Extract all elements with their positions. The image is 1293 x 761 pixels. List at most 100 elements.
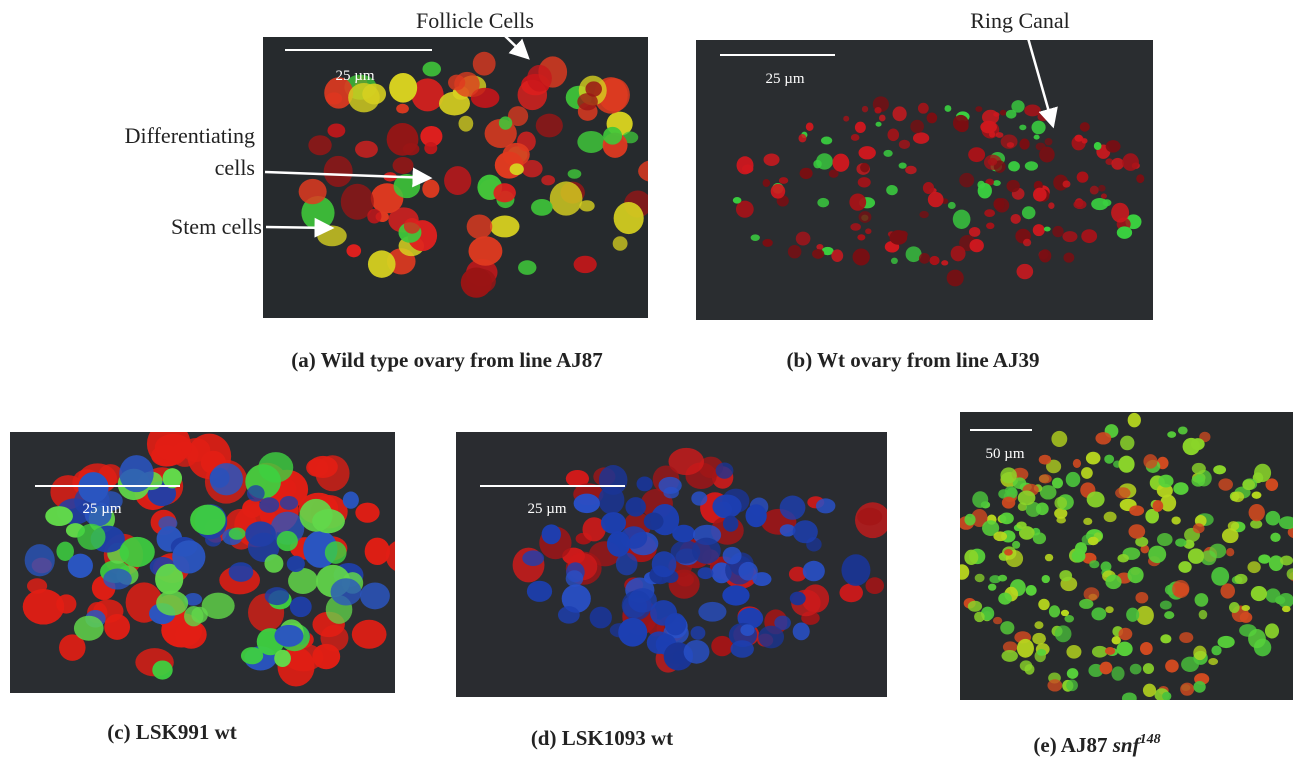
cell [1143, 454, 1157, 469]
cell [839, 583, 863, 602]
cell [1105, 647, 1115, 655]
cell [365, 538, 390, 565]
cell [103, 569, 132, 590]
cell [874, 107, 881, 114]
cell [998, 592, 1012, 604]
cell [1222, 528, 1239, 543]
cell [644, 513, 664, 531]
cell [790, 592, 806, 606]
cell [653, 163, 671, 177]
page: 25 µm 25 µm 25 µm 25 µm 50 µm Follicle C… [0, 0, 1293, 761]
cell [1037, 112, 1048, 121]
cell [1208, 658, 1218, 665]
cell [1004, 549, 1013, 556]
cell [941, 260, 948, 265]
cell [1022, 206, 1036, 219]
cell [1192, 463, 1206, 474]
cell [1111, 158, 1124, 170]
cell [1129, 505, 1144, 516]
cell [1115, 487, 1130, 498]
cell [988, 584, 996, 591]
cell [1059, 570, 1072, 581]
cell [1112, 636, 1121, 644]
cell [859, 211, 872, 223]
cell [968, 147, 985, 162]
cell [74, 616, 104, 641]
cell [816, 498, 835, 513]
cell [984, 209, 995, 217]
cell [1103, 199, 1112, 206]
cell [1280, 556, 1293, 566]
cell [972, 491, 988, 508]
cell [1045, 138, 1053, 145]
cell [1135, 592, 1148, 603]
cell [913, 132, 929, 143]
cell [831, 249, 843, 262]
scale-label: 25 µm [527, 501, 566, 517]
cell [386, 540, 418, 573]
cell [1251, 586, 1267, 601]
cell [510, 163, 524, 175]
cell [1143, 684, 1156, 697]
cell [1056, 517, 1066, 524]
cell [1104, 455, 1114, 464]
cell [1117, 642, 1133, 657]
cell [964, 514, 975, 526]
cell [698, 567, 714, 579]
cell [1000, 467, 1016, 483]
cell [793, 622, 810, 640]
cell [1111, 666, 1124, 680]
cell [779, 177, 788, 184]
cell [723, 516, 738, 532]
cell [723, 547, 742, 564]
scale-label: 25 µm [82, 501, 121, 517]
cell [1064, 615, 1074, 623]
cell [1247, 561, 1260, 573]
annotation: Follicle Cells [416, 8, 534, 33]
cell [1165, 660, 1179, 673]
caption-gene: snf [1112, 733, 1142, 757]
cell [1098, 185, 1106, 192]
cell [672, 525, 695, 543]
cell [1128, 524, 1145, 538]
cell [1160, 601, 1172, 610]
cell [1126, 608, 1139, 622]
caption: (d) LSK1093 wt [531, 726, 673, 750]
cell [1106, 140, 1121, 152]
cell [865, 228, 871, 234]
cell [638, 160, 669, 182]
cell [969, 227, 980, 237]
cell [893, 106, 907, 121]
cell [258, 452, 293, 482]
cell [625, 497, 646, 516]
cell [1081, 467, 1093, 479]
cell [771, 184, 786, 199]
cell [531, 199, 553, 216]
cell [1039, 249, 1051, 262]
cell [27, 578, 47, 593]
cell [324, 156, 353, 187]
cell [691, 491, 707, 505]
cell [1026, 585, 1037, 596]
cell [499, 116, 512, 129]
cell [762, 239, 772, 247]
cell [1042, 575, 1050, 583]
cell [849, 194, 866, 211]
cell [1063, 253, 1074, 263]
cell [1254, 464, 1271, 482]
cell [993, 198, 1004, 210]
scale-label: 25 µm [335, 68, 374, 84]
cell [969, 239, 983, 252]
cell [352, 620, 387, 649]
cell [327, 124, 345, 138]
cell [1160, 634, 1171, 643]
cell [1266, 511, 1281, 526]
cell [1034, 621, 1043, 629]
cell [1218, 636, 1235, 648]
cell [280, 496, 298, 510]
cell [1211, 645, 1221, 655]
cell [1193, 646, 1206, 660]
cell [1061, 610, 1069, 616]
cell [945, 105, 952, 112]
cell [355, 503, 379, 523]
